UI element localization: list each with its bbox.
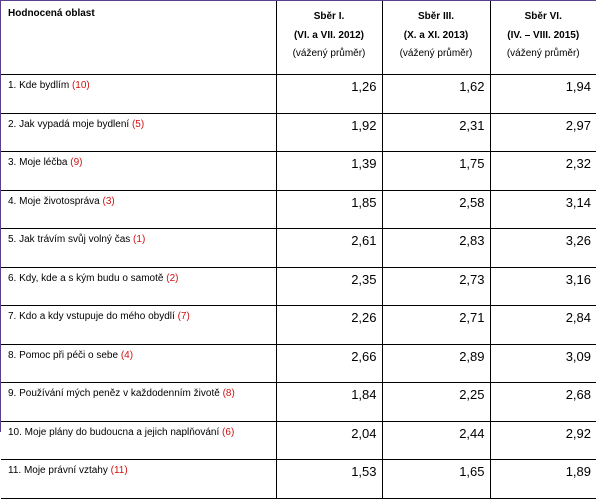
- column-title: Sběr III.: [383, 8, 490, 27]
- value-cell: 1,84: [276, 383, 382, 422]
- column-title: Sběr I.: [277, 8, 382, 27]
- table-row: 10. Moje plány do budoucna a jejich napl…: [1, 421, 596, 460]
- column-note: (vážený průměr): [383, 45, 490, 64]
- value-cell: 3,09: [490, 344, 596, 383]
- value-cell: 2,89: [382, 344, 490, 383]
- value-cell: 2,44: [382, 421, 490, 460]
- area-cell: 3. Moje léčba (9): [1, 152, 276, 191]
- area-label: 4. Moje životospráva: [8, 196, 100, 207]
- table-row: 3. Moje léčba (9) 1,39 1,75 2,32: [1, 152, 596, 191]
- value-cell: 2,26: [276, 306, 382, 345]
- area-label: 9. Používání mých peněz v každodenním ži…: [8, 388, 220, 399]
- area-label: 1. Kde bydlím: [8, 80, 69, 91]
- area-label: 8. Pomoc při péči o sebe: [8, 350, 118, 361]
- value-cell: 2,97: [490, 113, 596, 152]
- area-code: (11): [111, 465, 128, 476]
- column-title: Sběr VI.: [491, 8, 596, 27]
- column-note: (vážený průměr): [277, 45, 382, 64]
- value-cell: 2,73: [382, 267, 490, 306]
- header-row: Hodnocená oblast Sběr I. (VI. a VII. 201…: [1, 1, 596, 75]
- area-code: (1): [133, 234, 145, 245]
- value-cell: 1,39: [276, 152, 382, 191]
- table-row: 1. Kde bydlím (10) 1,26 1,62 1,94: [1, 75, 596, 114]
- table-row: 2. Jak vypadá moje bydlení (5) 1,92 2,31…: [1, 113, 596, 152]
- value-cell: 2,66: [276, 344, 382, 383]
- table-row: 9. Používání mých peněz v každodenním ži…: [1, 383, 596, 422]
- column-note: (vážený průměr): [491, 45, 596, 64]
- area-cell: 7. Kdo a kdy vstupuje do mého obydlí (7): [1, 306, 276, 345]
- value-cell: 1,65: [382, 460, 490, 499]
- column-header-collection-6: Sběr VI. (IV. – VIII. 2015) (vážený prům…: [490, 1, 596, 75]
- area-label: 2. Jak vypadá moje bydlení: [8, 119, 129, 130]
- value-cell: 2,35: [276, 267, 382, 306]
- column-period: (X. a XI. 2013): [383, 27, 490, 46]
- value-cell: 1,89: [490, 460, 596, 499]
- value-cell: 2,61: [276, 229, 382, 268]
- column-period: (IV. – VIII. 2015): [491, 27, 596, 46]
- value-cell: 2,25: [382, 383, 490, 422]
- value-cell: 3,14: [490, 190, 596, 229]
- value-cell: 2,92: [490, 421, 596, 460]
- value-cell: 2,32: [490, 152, 596, 191]
- table-row: 7. Kdo a kdy vstupuje do mého obydlí (7)…: [1, 306, 596, 345]
- value-cell: 1,85: [276, 190, 382, 229]
- area-cell: 2. Jak vypadá moje bydlení (5): [1, 113, 276, 152]
- area-code: (8): [223, 388, 235, 399]
- value-cell: 3,26: [490, 229, 596, 268]
- value-cell: 1,62: [382, 75, 490, 114]
- table-row: 11. Moje právní vztahy (11) 1,53 1,65 1,…: [1, 460, 596, 499]
- value-cell: 2,71: [382, 306, 490, 345]
- area-code: (10): [72, 80, 90, 91]
- column-header-collection-1: Sběr I. (VI. a VII. 2012) (vážený průměr…: [276, 1, 382, 75]
- area-code: (4): [121, 350, 133, 361]
- area-cell: 6. Kdy, kde a s kým budu o samotě (2): [1, 267, 276, 306]
- area-cell: 9. Používání mých peněz v každodenním ži…: [1, 383, 276, 422]
- area-cell: 5. Jak trávím svůj volný čas (1): [1, 229, 276, 268]
- area-label: 7. Kdo a kdy vstupuje do mého obydlí: [8, 311, 175, 322]
- value-cell: 1,94: [490, 75, 596, 114]
- value-cell: 2,68: [490, 383, 596, 422]
- value-cell: 1,92: [276, 113, 382, 152]
- table-row: 4. Moje životospráva (3) 1,85 2,58 3,14: [1, 190, 596, 229]
- value-cell: 2,84: [490, 306, 596, 345]
- value-cell: 2,58: [382, 190, 490, 229]
- area-code: (7): [178, 311, 190, 322]
- area-cell: 1. Kde bydlím (10): [1, 75, 276, 114]
- area-column-header: Hodnocená oblast: [1, 1, 276, 75]
- area-cell: 11. Moje právní vztahy (11): [1, 460, 276, 499]
- value-cell: 2,31: [382, 113, 490, 152]
- area-label: 3. Moje léčba: [8, 157, 67, 168]
- value-cell: 2,04: [276, 421, 382, 460]
- area-label: 10. Moje plány do budoucna a jejich napl…: [8, 427, 219, 438]
- column-period: (VI. a VII. 2012): [277, 27, 382, 46]
- area-code: (5): [132, 119, 144, 130]
- value-cell: 1,53: [276, 460, 382, 499]
- area-label: 5. Jak trávím svůj volný čas: [8, 234, 130, 245]
- table-row: 5. Jak trávím svůj volný čas (1) 2,61 2,…: [1, 229, 596, 268]
- area-cell: 10. Moje plány do budoucna a jejich napl…: [1, 421, 276, 460]
- area-cell: 8. Pomoc při péči o sebe (4): [1, 344, 276, 383]
- value-cell: 2,83: [382, 229, 490, 268]
- table-row: 6. Kdy, kde a s kým budu o samotě (2) 2,…: [1, 267, 596, 306]
- column-header-collection-3: Sběr III. (X. a XI. 2013) (vážený průměr…: [382, 1, 490, 75]
- area-code: (3): [103, 196, 115, 207]
- area-code: (6): [222, 427, 234, 438]
- area-label: 6. Kdy, kde a s kým budu o samotě: [8, 273, 163, 284]
- table-row: 8. Pomoc při péči o sebe (4) 2,66 2,89 3…: [1, 344, 596, 383]
- area-cell: 4. Moje životospráva (3): [1, 190, 276, 229]
- value-cell: 1,26: [276, 75, 382, 114]
- area-code: (2): [166, 273, 178, 284]
- area-label: 11. Moje právní vztahy: [8, 465, 108, 476]
- area-code: (9): [70, 157, 82, 168]
- value-cell: 3,16: [490, 267, 596, 306]
- value-cell: 1,75: [382, 152, 490, 191]
